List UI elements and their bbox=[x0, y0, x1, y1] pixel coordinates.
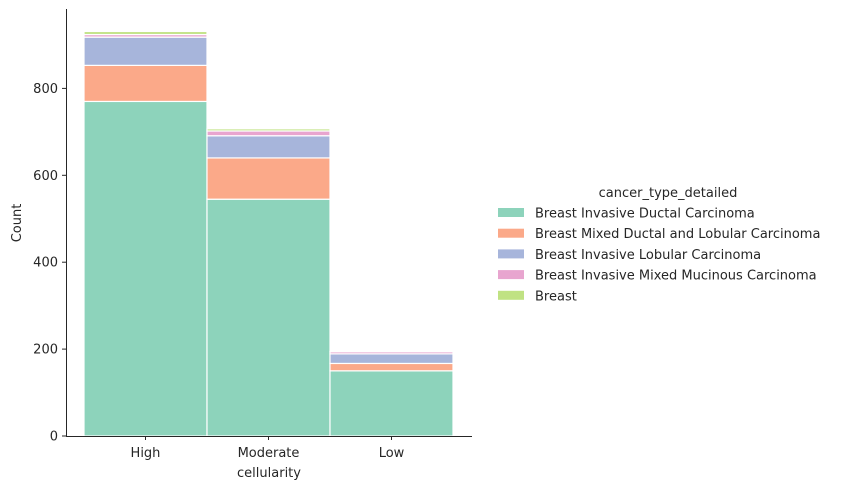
y-tick-label: 800 bbox=[33, 82, 58, 97]
x-tick-label-moderate: Moderate bbox=[238, 446, 300, 461]
y-axis-label: Count bbox=[10, 204, 25, 243]
legend-swatch bbox=[498, 208, 524, 217]
bars-group bbox=[83, 30, 454, 437]
legend-label: Breast Mixed Ductal and Lobular Carcinom… bbox=[535, 227, 820, 242]
bar-segment-moderate-series-4 bbox=[206, 128, 331, 132]
bar-segment-low-series-1 bbox=[329, 362, 454, 372]
y-ticks-group: 0 200 400 600 800 bbox=[33, 82, 66, 445]
bar-segment-moderate-series-3 bbox=[206, 130, 331, 137]
x-axis-label: cellularity bbox=[237, 466, 301, 481]
y-tick-label: 200 bbox=[33, 343, 58, 358]
x-tick-label-low: Low bbox=[379, 446, 405, 461]
bar-segment-low-series-2 bbox=[329, 353, 454, 365]
legend-label: Breast Invasive Ductal Carcinoma bbox=[535, 207, 755, 222]
legend-swatch bbox=[498, 270, 524, 280]
bar-segment-low-series-0 bbox=[329, 370, 454, 437]
legend-label: Breast Invasive Mixed Mucinous Carcinoma bbox=[535, 269, 817, 284]
bar-segment-moderate-series-0 bbox=[206, 198, 331, 437]
bar-segment-moderate-series-2 bbox=[206, 135, 331, 159]
x-ticks-group: High Moderate Low bbox=[131, 436, 405, 461]
x-tick-label-high: High bbox=[131, 446, 161, 461]
legend-label: Breast bbox=[535, 289, 577, 304]
bar-segment-high-series-0 bbox=[83, 100, 208, 437]
y-tick-label: 400 bbox=[33, 256, 58, 271]
bar-segment-high-series-1 bbox=[83, 64, 208, 103]
legend-swatch bbox=[498, 228, 524, 238]
bar-segment-moderate-series-1 bbox=[206, 157, 331, 200]
y-tick-label: 0 bbox=[50, 430, 58, 445]
legend-swatch bbox=[498, 290, 524, 300]
bar-segment-high-series-2 bbox=[83, 36, 208, 66]
legend-label: Breast Invasive Lobular Carcinoma bbox=[535, 248, 761, 263]
legend-swatch bbox=[498, 249, 524, 259]
bar-segment-high-series-4 bbox=[83, 30, 208, 36]
y-tick-label: 600 bbox=[33, 169, 58, 184]
legend-title: cancer_type_detailed bbox=[599, 186, 738, 201]
legend: cancer_type_detailed Breast Invasive Duc… bbox=[498, 186, 820, 304]
